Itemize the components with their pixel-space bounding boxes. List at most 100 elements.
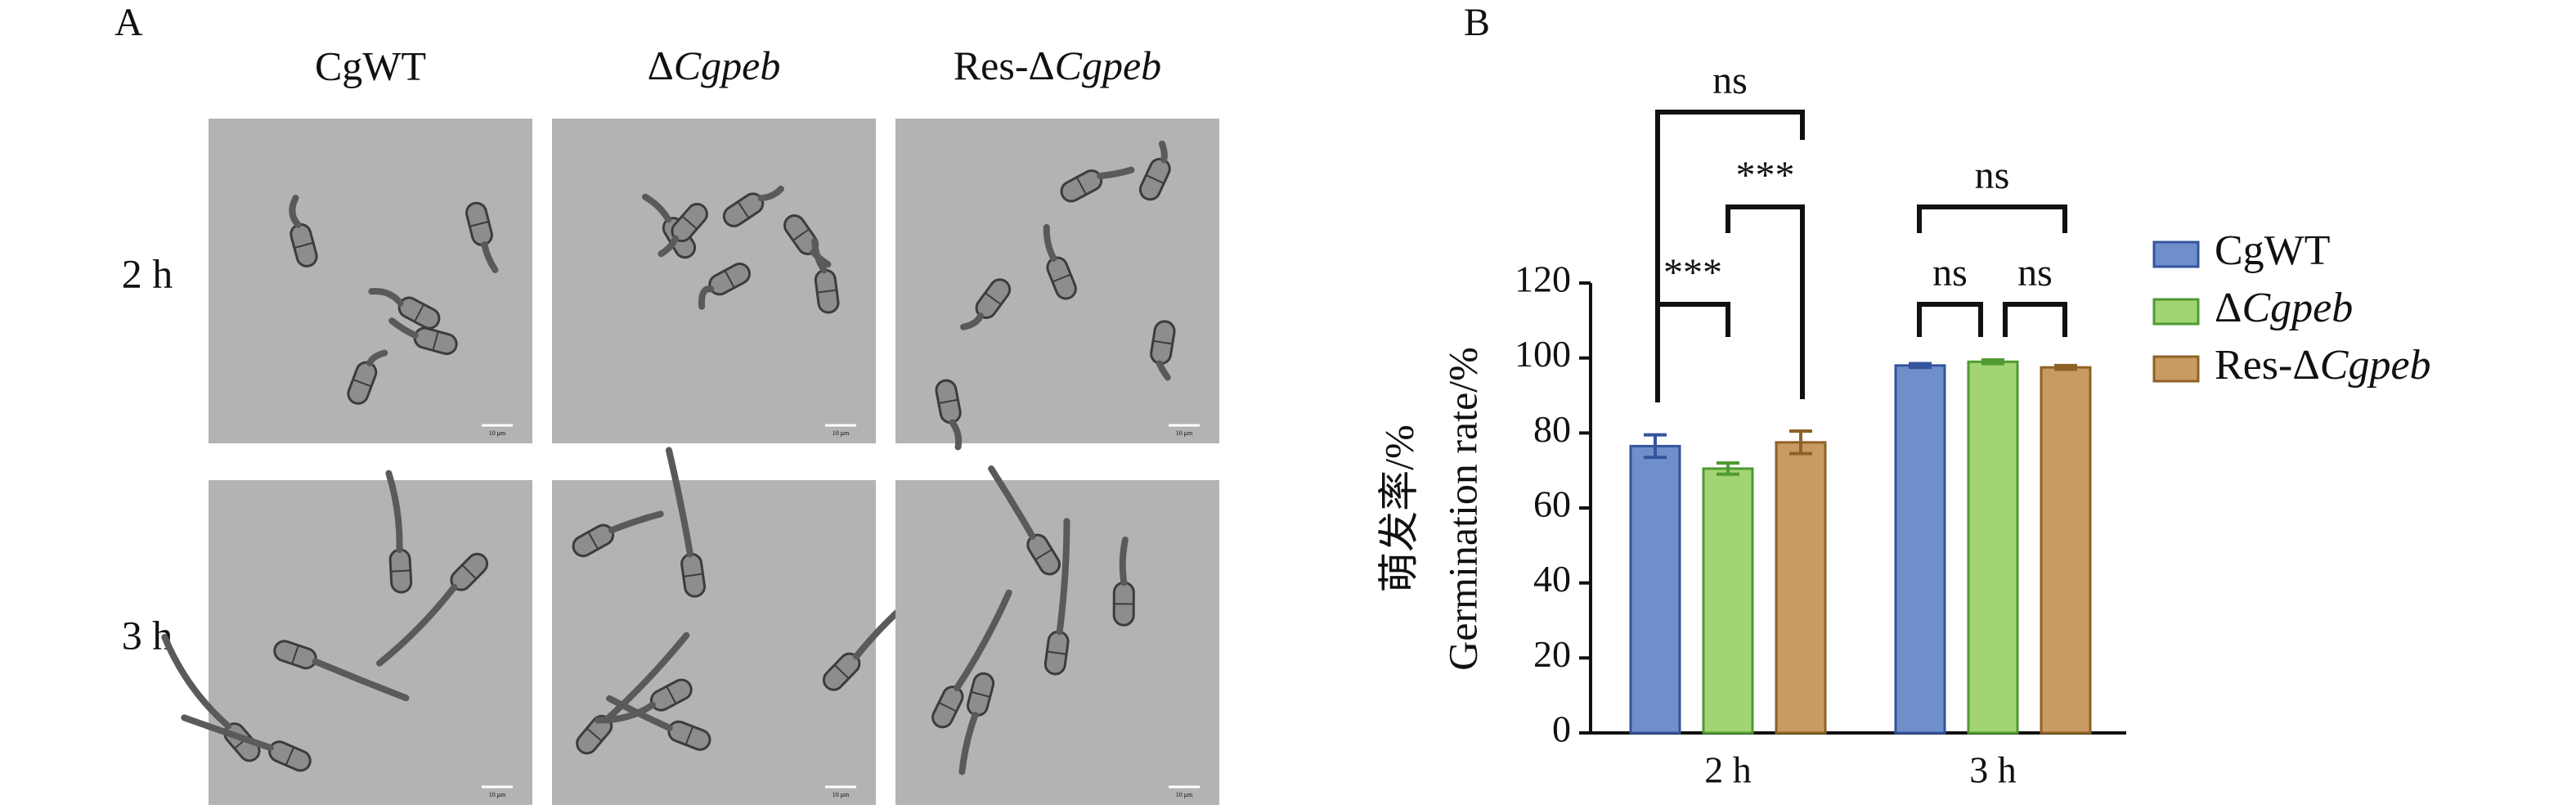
- germ-tube: [665, 447, 693, 558]
- conidium-septum: [939, 702, 957, 712]
- conidium: [181, 714, 312, 772]
- significance-bracket: [1655, 302, 1730, 402]
- germ-tube: [481, 241, 499, 273]
- micrograph-background: [209, 119, 532, 443]
- conidium: [988, 465, 1061, 576]
- germ-tube: [1158, 140, 1168, 164]
- germ-tube: [988, 465, 1036, 540]
- conidium-septum: [470, 221, 488, 227]
- conidium-septum: [294, 242, 313, 249]
- legend-swatch: [2152, 355, 2200, 383]
- germ-tube: [181, 714, 274, 752]
- conidium: [698, 263, 751, 310]
- scale-bar-label: 10 μm: [832, 791, 850, 798]
- legend-label: Res-ΔCgpeb: [2215, 342, 2431, 389]
- conidium: [1043, 223, 1077, 300]
- germ-tube: [595, 701, 656, 724]
- conidium: [385, 470, 413, 594]
- conidium-septum: [462, 564, 477, 579]
- legend-swatch: [2152, 298, 2200, 326]
- bar: [1894, 364, 1946, 735]
- germ-tube: [949, 419, 963, 451]
- conidium: [665, 447, 707, 598]
- germ-tube: [608, 510, 664, 534]
- germ-tube: [1156, 360, 1171, 381]
- column-label: CgWT: [315, 43, 426, 88]
- y-axis-label: Germination rate/%: [1439, 347, 1485, 671]
- germ-tube: [642, 193, 672, 223]
- y-tick-label: 80: [1533, 408, 1571, 450]
- conidium-septum: [792, 228, 810, 241]
- conidium: [958, 672, 995, 775]
- micrograph: 10 μm: [552, 447, 938, 805]
- bar: [1629, 444, 1681, 735]
- x-tick-label: 2 h: [1704, 749, 1752, 791]
- conidium: [1138, 140, 1171, 201]
- conidium-septum: [834, 664, 849, 679]
- conidium: [1043, 518, 1070, 676]
- germ-tube: [1097, 166, 1135, 180]
- error-bar: [1909, 362, 1932, 370]
- legend-label: ΔCgpeb: [2215, 285, 2353, 331]
- conidium: [1112, 536, 1135, 627]
- bar: [1967, 360, 2019, 735]
- significance-label: ***: [1736, 154, 1795, 197]
- row-label: 2 h: [122, 250, 173, 296]
- column-label: ΔCgpeb: [648, 43, 781, 88]
- significance-bracket: [1917, 204, 2067, 233]
- germ-tube: [1119, 536, 1129, 587]
- conidium: [273, 640, 410, 702]
- germ-tube: [376, 583, 458, 667]
- legend-swatch: [2152, 240, 2200, 268]
- significance-label: ***: [1663, 251, 1722, 294]
- conidium: [388, 317, 458, 356]
- significance-label: ns: [1975, 154, 2010, 197]
- conidium-septum: [939, 398, 958, 404]
- panel-label: B: [1464, 1, 1490, 44]
- conidium: [931, 589, 1012, 729]
- conidium: [465, 201, 499, 273]
- conidium-septum: [1146, 174, 1164, 184]
- germ-tube: [289, 195, 302, 228]
- germ-tube: [757, 185, 784, 202]
- conidium-septum: [685, 726, 693, 744]
- germ-tube: [960, 312, 984, 330]
- conidium-septum: [432, 331, 439, 350]
- conidium-septum: [738, 201, 749, 218]
- germ-tube: [388, 317, 419, 339]
- germ-tube: [368, 288, 404, 307]
- scale-bar-label: 10 μm: [1176, 429, 1193, 437]
- bar: [2040, 366, 2092, 735]
- conidium: [347, 349, 388, 405]
- germ-tube: [958, 712, 979, 775]
- conidium-septum: [1153, 339, 1172, 345]
- conidium: [722, 185, 784, 227]
- conidium: [595, 678, 693, 724]
- bar: [1702, 467, 1754, 735]
- error-bar: [1981, 357, 2004, 366]
- conidium-septum: [588, 532, 599, 549]
- micrograph: 10 μm: [895, 119, 1219, 451]
- panel-label: A: [114, 1, 143, 44]
- conidium: [811, 237, 840, 314]
- germ-tube: [312, 658, 410, 702]
- significance-label: ns: [2017, 251, 2053, 294]
- y-tick-label: 120: [1515, 258, 1571, 300]
- y-tick-label: 20: [1533, 633, 1571, 675]
- significance-label: ns: [1712, 59, 1748, 102]
- conidium: [1150, 320, 1176, 381]
- scale-bar-label: 10 μm: [489, 429, 506, 437]
- error-bar: [1717, 461, 1739, 476]
- y-axis-label: 萌发率/%: [1376, 425, 1421, 593]
- micrograph: 10 μm: [161, 470, 532, 805]
- germ-tube: [385, 470, 403, 554]
- conidium: [935, 379, 963, 451]
- bar: [1775, 441, 1827, 735]
- significance-bracket: [1655, 110, 1805, 394]
- conidium: [376, 552, 489, 667]
- conidium-septum: [684, 573, 702, 578]
- germ-tube: [366, 349, 388, 366]
- conidium-septum: [291, 645, 299, 664]
- y-tick-label: 60: [1533, 483, 1571, 525]
